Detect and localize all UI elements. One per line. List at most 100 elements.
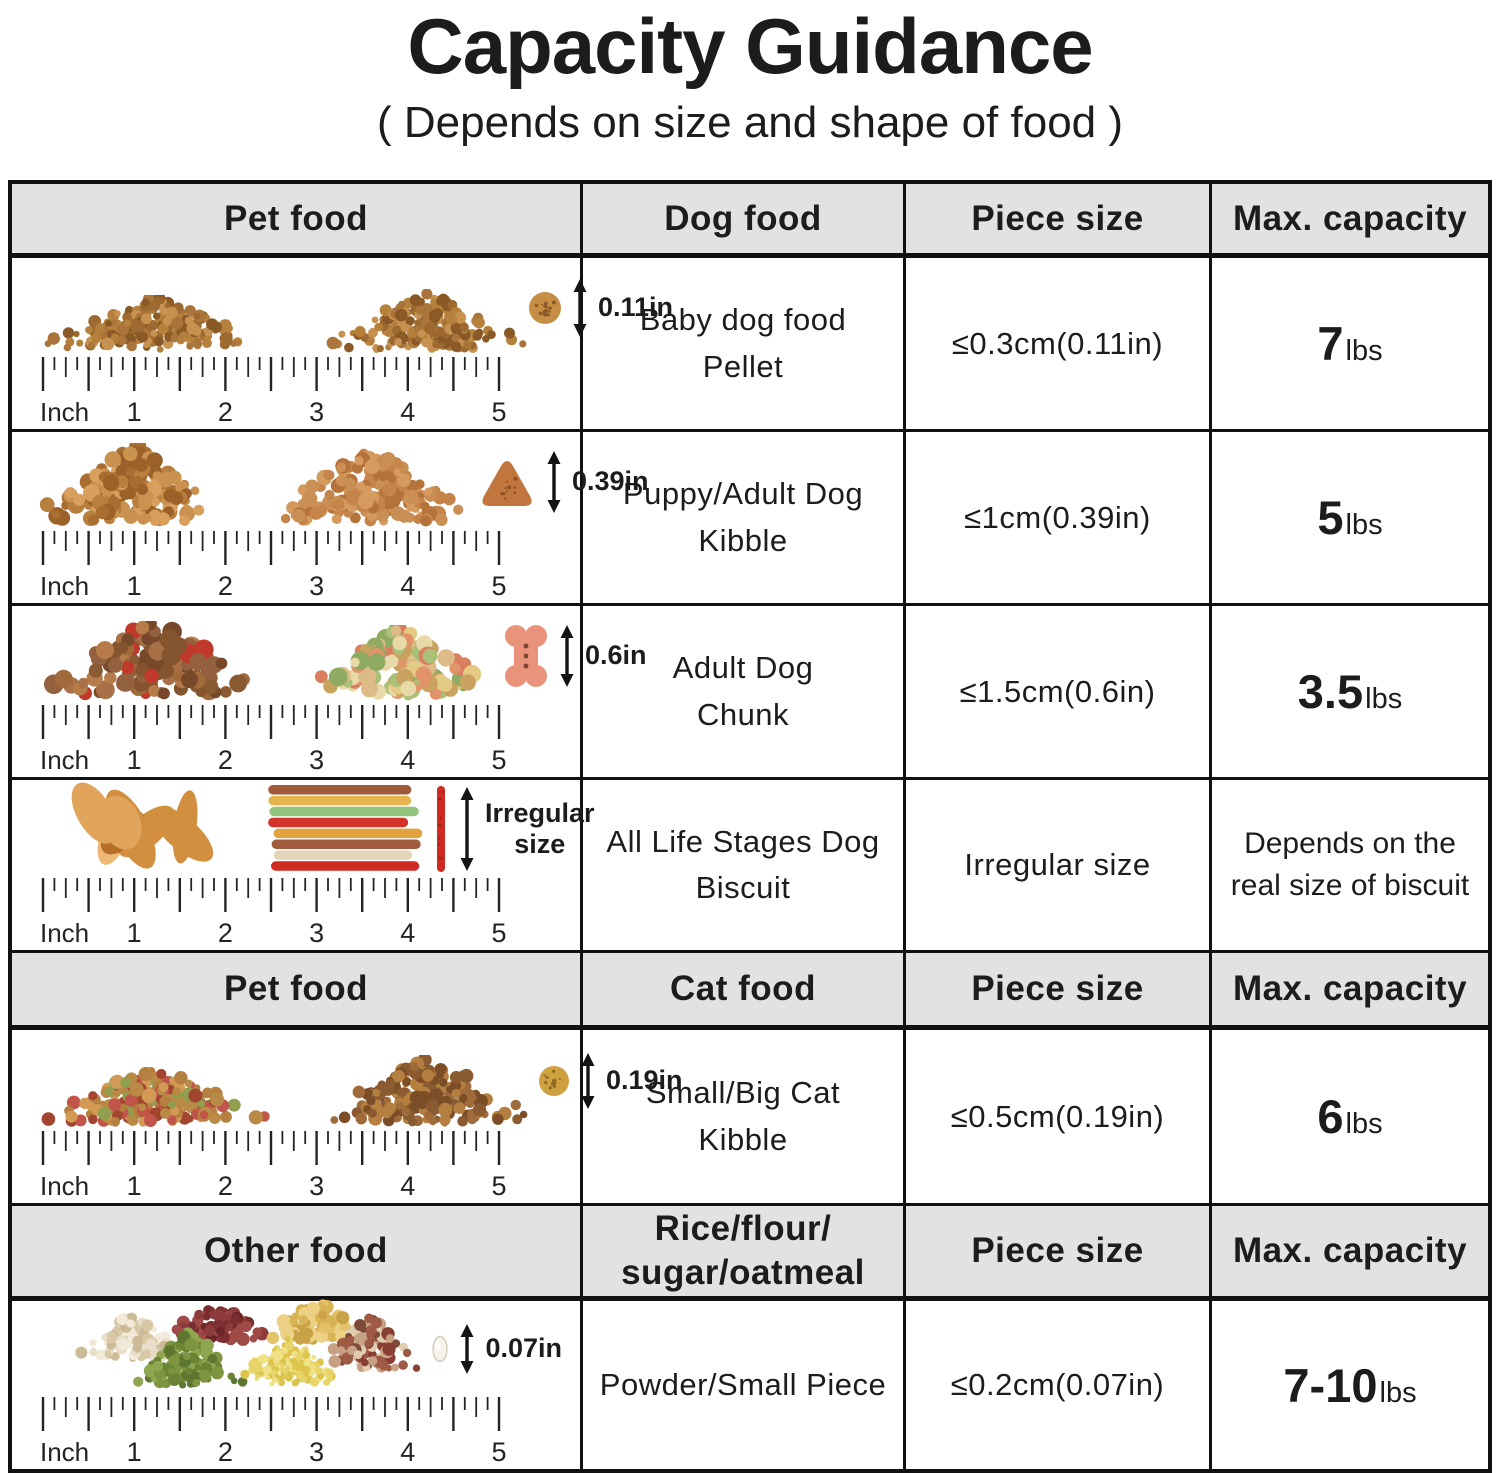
kibble-illustration: 0.39in — [38, 436, 649, 527]
food-name-line: Small/Big Cat — [645, 1075, 841, 1110]
svg-text:2: 2 — [218, 1171, 233, 1201]
svg-text:Inch: Inch — [40, 571, 89, 601]
header3-piece-size: Piece size — [906, 1206, 1212, 1301]
pellet-size-sample: 0.11in — [528, 278, 674, 337]
chew-sticks-stack-icon — [268, 785, 423, 871]
chunk-size-sample: 0.6in — [503, 624, 647, 688]
svg-text:3: 3 — [309, 397, 324, 427]
food-name-line: All Life Stages Dog — [606, 823, 880, 859]
svg-text:Inch: Inch — [40, 1171, 89, 1201]
capacity-note-line: Depends on the — [1244, 827, 1456, 860]
sample-size-label: 0.11in — [598, 291, 674, 322]
header2-piece-size: Piece size — [906, 953, 1212, 1030]
svg-text:3: 3 — [309, 1437, 324, 1467]
svg-text:2: 2 — [218, 1437, 233, 1467]
svg-text:4: 4 — [400, 571, 415, 601]
dog-chunk-pile-icon — [44, 621, 250, 701]
biscuit-illustration: Irregular size — [38, 782, 595, 874]
sample-size-label-line: size — [514, 829, 566, 859]
header2-cat-food: Cat food — [583, 953, 906, 1030]
svg-text:4: 4 — [400, 745, 415, 775]
svg-text:2: 2 — [218, 918, 233, 948]
kibble-size-sample: 0.39in — [478, 450, 649, 513]
svg-text:5: 5 — [491, 571, 506, 601]
piece-size-cell: ≤0.2cm(0.07in) — [906, 1301, 1212, 1469]
svg-text:Inch: Inch — [40, 918, 89, 948]
inch-ruler: Inch 1 2 3 4 5 — [40, 1131, 507, 1201]
svg-text:Inch: Inch — [40, 1437, 89, 1467]
size-arrow-icon — [547, 450, 561, 513]
header1-piece-size: Piece size — [906, 184, 1212, 258]
svg-text:2: 2 — [218, 745, 233, 775]
header1-pet-food: Pet food — [12, 184, 583, 258]
header1-dog-food: Dog food — [583, 184, 906, 258]
capacity-unit: lbs — [1345, 335, 1383, 367]
capacity-unit: lbs — [1345, 1108, 1383, 1140]
svg-text:4: 4 — [400, 918, 415, 948]
rice-grain-icon — [432, 1335, 449, 1363]
food-name-cell: Puppy/Adult Dog Kibble — [583, 432, 906, 606]
inch-ruler: Inch 1 2 3 4 5 — [40, 878, 507, 948]
svg-text:5: 5 — [491, 1437, 506, 1467]
svg-text:3: 3 — [309, 745, 324, 775]
piece-size-cell: ≤0.5cm(0.19in) — [906, 1030, 1212, 1206]
max-capacity-cell: 7 lbs — [1212, 258, 1488, 432]
dog-pellet-pile-icon — [326, 289, 527, 353]
cat-kibble-pile-icon — [41, 1067, 270, 1127]
svg-text:5: 5 — [491, 397, 506, 427]
food-name-cell: Adult Dog Chunk — [583, 606, 906, 780]
inch-ruler: Inch 1 2 3 4 5 — [40, 357, 507, 427]
food-name-line: Chunk — [696, 696, 790, 732]
chew-stick-icon — [437, 786, 445, 872]
chunk-illustration: 0.6in — [38, 610, 647, 701]
svg-text:5: 5 — [491, 918, 506, 948]
sample-size-label: 0.07in — [485, 1333, 562, 1364]
cat-kibble-size-sample: 0.19in — [538, 1052, 683, 1109]
piece-size-cell: ≤1cm(0.39in) — [906, 432, 1212, 606]
cat-kibble-icon — [539, 1065, 569, 1096]
dog-kibble-pile-icon — [280, 448, 464, 527]
max-capacity-cell: 3.5 lbs — [1212, 606, 1488, 780]
inch-ruler: Inch 1 2 3 4 5 — [40, 531, 507, 601]
biscuit-illustration-cell: Irregular size Inch 1 2 3 4 5 — [12, 780, 595, 953]
inch-ruler: Inch 1 2 3 4 5 — [40, 705, 507, 775]
svg-text:Inch: Inch — [40, 397, 89, 427]
cat-kibble-pile-icon — [330, 1055, 528, 1127]
svg-text:3: 3 — [309, 918, 324, 948]
capacity-value: 7-10 — [1283, 1358, 1378, 1412]
page-title: Capacity Guidance — [407, 2, 1093, 90]
svg-text:4: 4 — [400, 397, 415, 427]
food-name-cell: All Life Stages Dog Biscuit — [583, 780, 906, 953]
food-name-line: Adult Dog — [672, 650, 814, 685]
max-capacity-cell: Depends on the real size of biscuit — [1212, 780, 1488, 953]
sample-size-label-line: Irregular — [485, 797, 595, 828]
capacity-table: Pet food Dog food Piece size Max. capaci… — [8, 180, 1492, 1473]
page-subtitle: ( Depends on size and shape of food ) — [376, 97, 1124, 147]
svg-text:1: 1 — [127, 1437, 142, 1467]
svg-text:Inch: Inch — [40, 745, 89, 775]
biscuit-size-sample: Irregular size — [433, 784, 595, 874]
grain-size-sample: 0.07in — [431, 1324, 562, 1374]
food-name-line: Baby dog food — [639, 302, 847, 337]
header2-pet-food: Pet food — [12, 953, 583, 1030]
size-arrow-icon — [581, 1052, 595, 1109]
max-capacity-cell: 7-10 lbs — [1212, 1301, 1488, 1469]
food-name-line: Kibble — [698, 1121, 788, 1157]
food-name-line: Kibble — [698, 522, 788, 558]
capacity-value: 7 — [1317, 317, 1344, 370]
food-name-line: Puppy/Adult Dog — [622, 476, 864, 511]
food-name-line: Powder/Small Piece — [599, 1366, 887, 1402]
jerky-strips-icon — [71, 782, 214, 869]
max-capacity-cell: 6 lbs — [1212, 1030, 1488, 1206]
size-arrow-icon — [460, 787, 474, 871]
capacity-note-line: real size of biscuit — [1230, 869, 1470, 902]
food-name-cell: Baby dog food Pellet — [583, 258, 906, 432]
food-name-line: Pellet — [702, 348, 784, 384]
size-arrow-icon — [560, 624, 574, 687]
sample-size-label: Irregular size — [485, 798, 595, 860]
sample-size-label: 0.39in — [572, 465, 649, 496]
piece-size-cell: ≤0.3cm(0.11in) — [906, 258, 1212, 432]
kibble-icon — [482, 460, 532, 506]
header3-max-capacity: Max. capacity — [1212, 1206, 1488, 1301]
